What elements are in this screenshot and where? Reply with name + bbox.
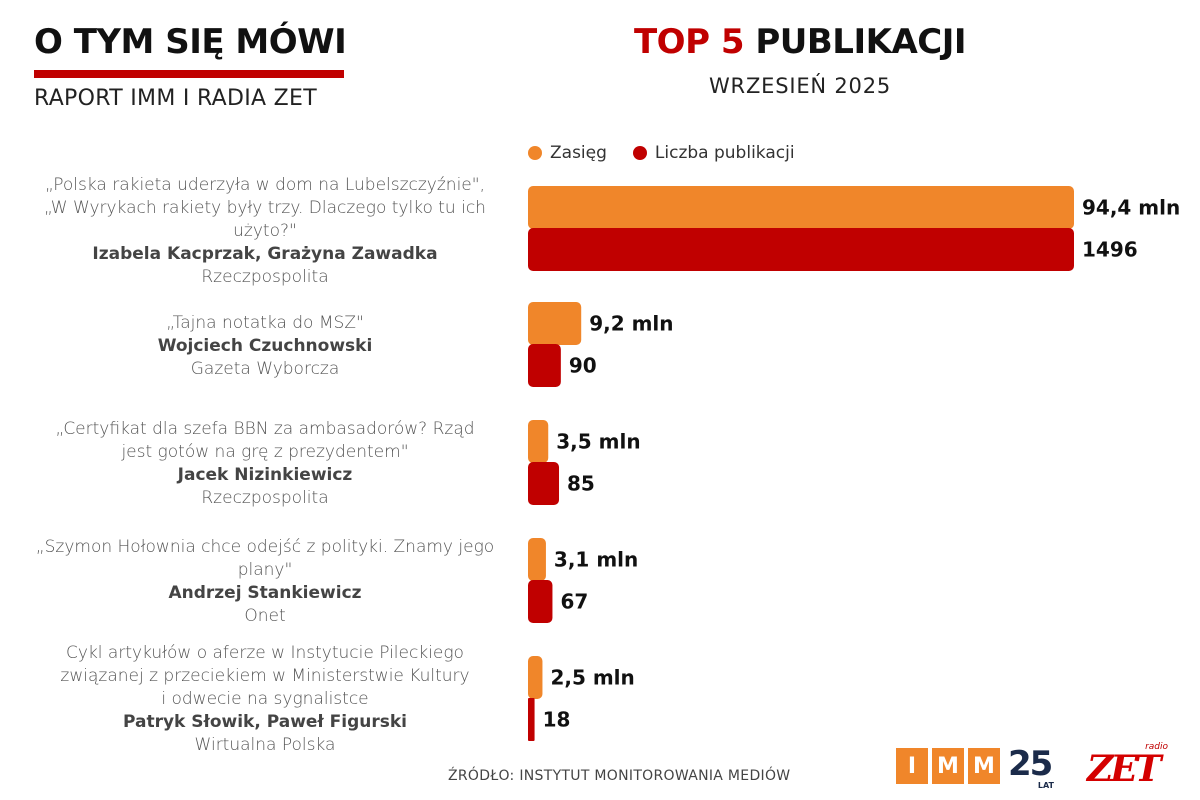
data-label-reach: 3,5 mln	[556, 430, 640, 454]
publication-label: „Szymon Hołownia chce odejść z polityki.…	[4, 536, 526, 628]
radio-zet-logo: radio ZET	[1085, 742, 1180, 790]
brand-subtitle: RAPORT IMM I RADIA ZET	[34, 86, 317, 111]
bar-reach	[528, 656, 543, 699]
legend-swatch-count	[632, 146, 647, 160]
imm-years-caption: LAT	[1037, 781, 1054, 790]
data-label-publication-count: 1496	[1082, 238, 1138, 262]
data-label-reach: 94,4 mln	[1082, 196, 1180, 220]
chart-title-highlight: TOP 5	[633, 22, 745, 62]
publication-label: „Polska rakieta uderzyła w dom na Lubels…	[4, 174, 526, 289]
publication-outlet: Onet	[244, 606, 286, 626]
legend-item-count: Liczba publikacji	[632, 143, 795, 163]
publication-label: „Tajna notatka do MSZ" Wojciech Czuchnow…	[4, 312, 526, 381]
bar-reach	[528, 302, 582, 345]
publication-labels: „Polska rakieta uderzyła w dom na Lubels…	[0, 0, 530, 800]
publication-authors: Patryk Słowik, Paweł Figurski	[122, 712, 408, 732]
publication-title-line: „Szymon Hołownia chce odejść z polityki.…	[35, 537, 495, 557]
publication-title-line: plany"	[237, 560, 293, 580]
publication-outlet: Rzeczpospolita	[201, 267, 329, 287]
bar-reach	[528, 186, 1074, 229]
publication-authors: Izabela Kacprzak, Grażyna Zawadka	[92, 244, 438, 264]
radio-zet-logo-text: ZET	[1087, 748, 1161, 790]
publication-outlet: Wirtualna Polska	[194, 735, 336, 755]
publication-outlet: Gazeta Wyborcza	[190, 359, 340, 379]
legend-item-reach: Zasięg	[528, 143, 607, 163]
publication-title-line: użyto?"	[233, 221, 297, 241]
legend-label-reach: Zasięg	[550, 143, 607, 163]
publication-authors: Wojciech Czuchnowski	[157, 336, 373, 356]
publication-outlet: Rzeczpospolita	[201, 488, 329, 508]
publication-label: „Certyfikat dla szefa BBN za ambasadorów…	[4, 418, 526, 510]
bar-publication-count	[528, 580, 553, 623]
brand-title-underline	[34, 70, 344, 78]
data-label-reach: 9,2 mln	[589, 312, 673, 336]
bar-publication-count	[528, 462, 560, 505]
legend-label-count: Liczba publikacji	[654, 143, 795, 163]
bar-publication-count	[528, 228, 1074, 271]
bar-publication-count	[528, 698, 535, 741]
data-label-publication-count: 18	[543, 708, 571, 732]
legend-swatch-reach	[528, 146, 542, 160]
radio-zet-logo-small: radio	[1145, 742, 1168, 752]
source-note: ŹRÓDŁO: INSTYTUT MONITOROWANIA MEDIÓW	[448, 768, 791, 784]
publication-title-line: i odwecie na sygnalistce	[161, 689, 369, 709]
bar-reach	[528, 538, 546, 581]
bar-publication-count	[528, 344, 561, 387]
imm-logo-letter: M	[932, 748, 964, 784]
publication-title-line: „Polska rakieta uderzyła w dom na Lubels…	[45, 175, 485, 195]
imm-logo-letter: I	[896, 748, 928, 784]
imm-years-number: 25	[1008, 744, 1053, 784]
publication-title-line: „W Wyrykach rakiety były trzy. Dlaczego …	[44, 198, 486, 218]
data-label-reach: 3,1 mln	[554, 548, 638, 572]
chart-title: TOP 5 PUBLIKACJI	[560, 22, 1040, 62]
publication-label: Cykl artykułów o aferze w Instytucie Pil…	[4, 642, 526, 757]
publication-title-line: związanej z przeciekiem w Ministerstwie …	[60, 666, 470, 686]
bar-reach	[528, 420, 549, 463]
imm-logo-letter: M	[968, 748, 1000, 784]
publication-title-line: jest gotów na grę z prezydentem"	[121, 442, 409, 462]
data-label-reach: 2,5 mln	[550, 666, 634, 690]
brand-title: O TYM SIĘ MÓWI	[34, 22, 347, 62]
publication-title-line: Cykl artykułów o aferze w Instytucie Pil…	[66, 643, 464, 663]
imm-25-years-badge: 25 LAT	[1008, 744, 1054, 790]
chart-subtitle: WRZESIEŃ 2025	[708, 74, 892, 98]
data-label-publication-count: 67	[560, 590, 588, 614]
data-label-publication-count: 85	[567, 472, 595, 496]
publication-title-line: „Certyfikat dla szefa BBN za ambasadorów…	[55, 419, 475, 439]
data-label-publication-count: 90	[569, 354, 597, 378]
imm-logo: I M M 25 LAT	[896, 744, 1054, 790]
publication-authors: Jacek Nizinkiewicz	[177, 465, 353, 485]
chart-legend: Zasięg Liczba publikacji	[528, 143, 795, 163]
publication-title-line: „Tajna notatka do MSZ"	[166, 313, 364, 333]
chart-title-rest: PUBLIKACJI	[755, 22, 967, 62]
publication-authors: Andrzej Stankiewicz	[168, 583, 362, 603]
